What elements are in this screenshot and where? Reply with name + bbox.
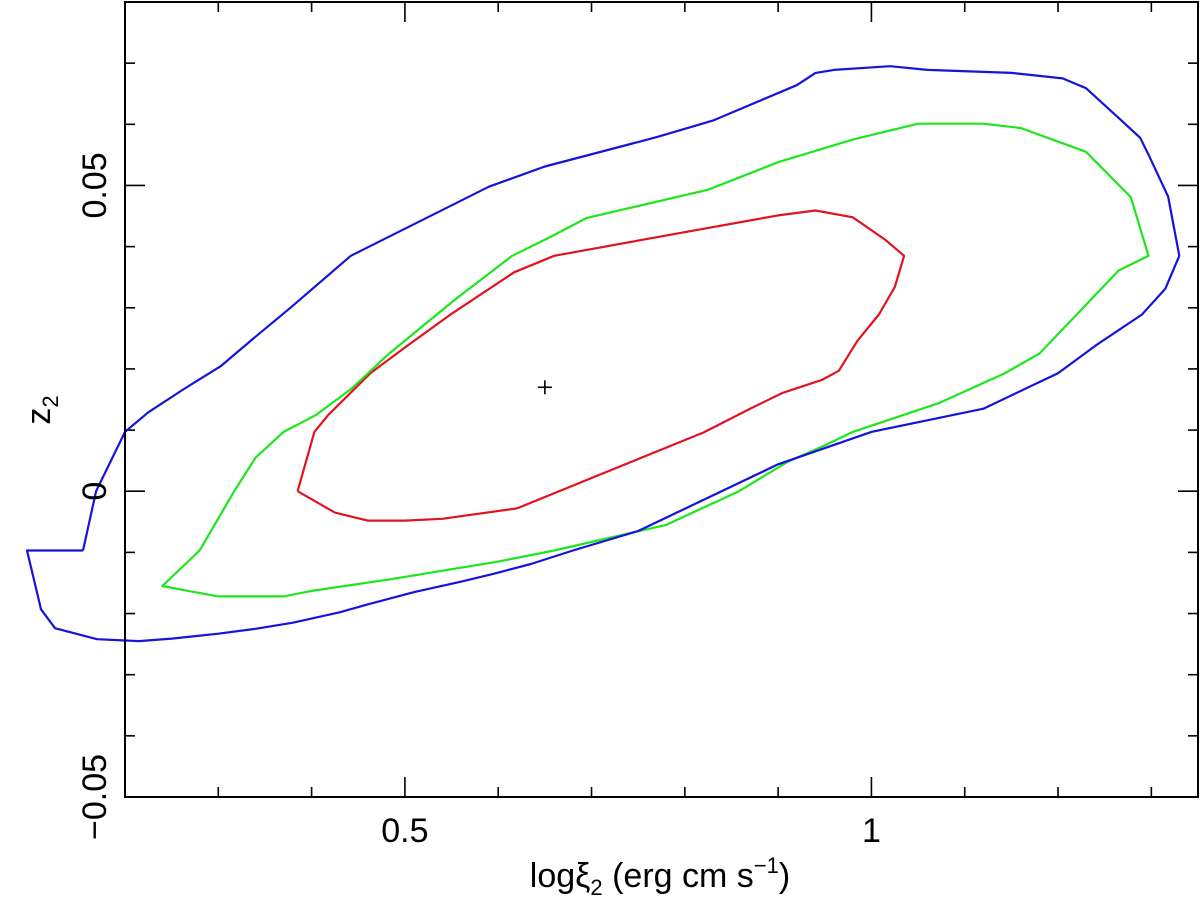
best-fit-marker [537,380,552,395]
y-tick-label: 0.05 [76,152,114,218]
contour-3 [25,65,1181,643]
y-axis-label: z2 [20,395,63,424]
x-axis-label: logξ2 (erg cm s−1) [530,853,790,899]
axis-ticks [124,1,1198,798]
tick-labels: 0.5 1 −0.05 0 0.05 [76,152,881,850]
contour-2 [161,122,1150,598]
y-tick-label: −0.05 [76,754,114,840]
contour-lines [25,65,1181,643]
x-tick-label: 0.5 [381,812,428,850]
plot-frame [124,1,1199,798]
y-tick-label: 0 [76,482,114,501]
x-tick-label: 1 [862,812,881,850]
contour-1 [296,209,906,522]
